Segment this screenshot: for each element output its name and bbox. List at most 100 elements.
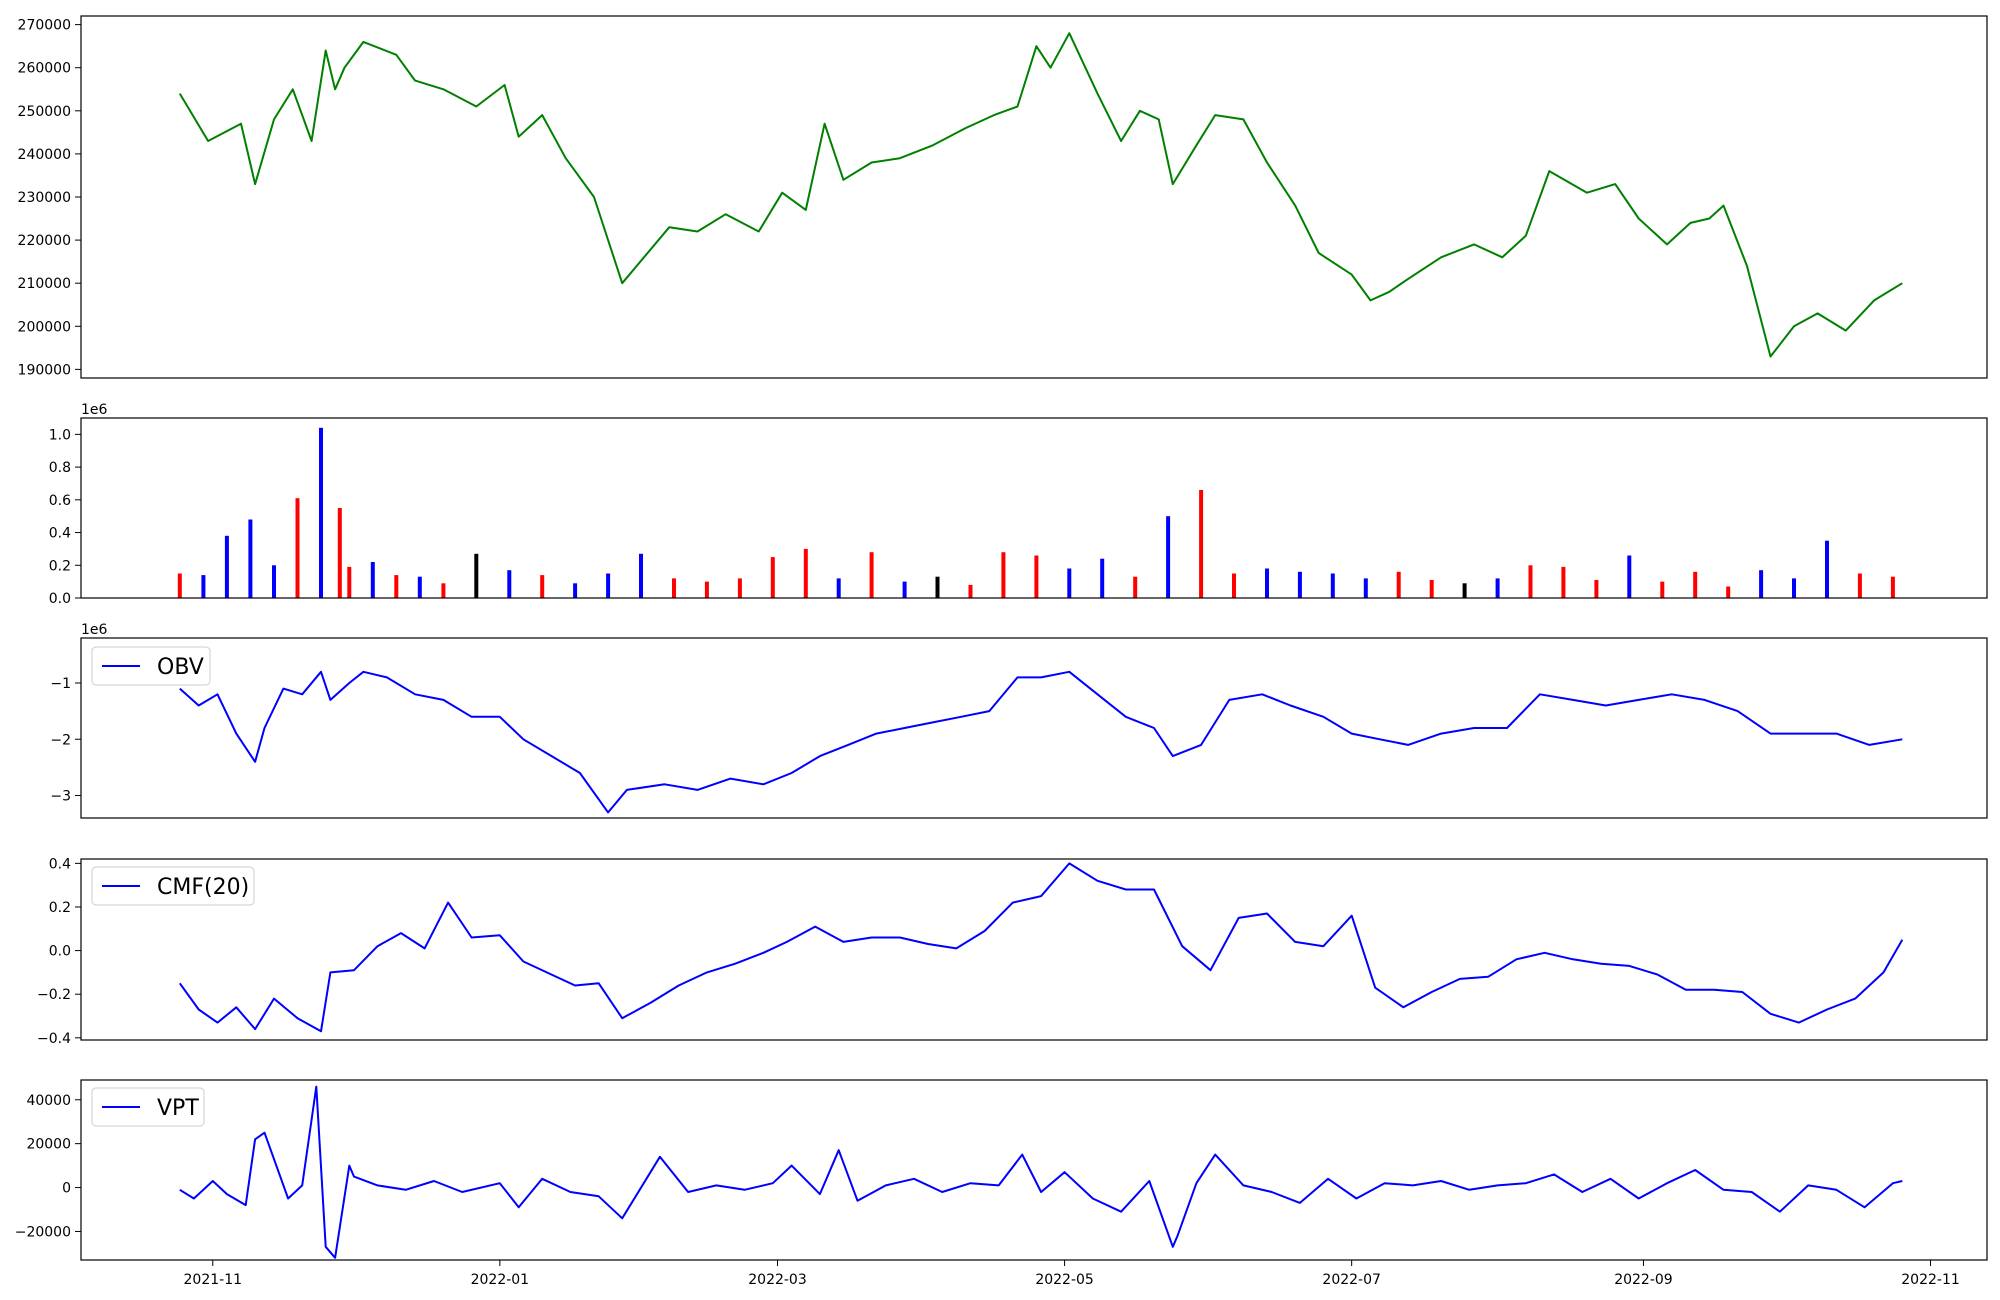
cmf-series-line [178, 862, 1904, 1033]
volume-bar [803, 548, 808, 598]
price-panel: 190000 200000 210000 220000 230000 240000 2500… [18, 15, 1988, 379]
obv-panel: −1 −2 −3 1e6 OBV [50, 622, 1988, 819]
vpt-ytick-label: −20000 [15, 1224, 71, 1240]
volume-bar [1199, 490, 1204, 598]
volume-bar [1660, 581, 1665, 598]
volume-bar [507, 570, 512, 598]
volume-bar [347, 566, 352, 598]
volume-panel: 1e6 0.0 0.2 0.4 0.6 0.8 1.0 [49, 402, 1988, 607]
volume-bar [319, 427, 323, 598]
volume-bar [704, 581, 709, 598]
volume-bar [1100, 558, 1105, 598]
obv-ytick-label: −3 [50, 789, 71, 805]
volume-bar [1759, 570, 1764, 598]
cmf-ytick-label: −0.2 [37, 987, 71, 1003]
price-ytick-label: 250000 [18, 104, 71, 120]
obv-series-line [179, 670, 1903, 814]
volume-bar [1166, 516, 1171, 598]
volume-bar [770, 557, 775, 598]
volume-ytick-label: 0.6 [49, 493, 71, 509]
vpt-legend: VPT [91, 1087, 205, 1127]
price-axes-frame [80, 15, 1988, 379]
vpt-xtick-label: 2022-09 [1614, 1272, 1673, 1288]
vpt-xtick-label: 2022-01 [471, 1272, 530, 1288]
volume-bar [201, 575, 206, 598]
price-ytick-label: 230000 [18, 190, 71, 206]
volume-bar [1726, 586, 1731, 598]
volume-bar [248, 519, 253, 598]
volume-bar [370, 562, 375, 598]
volume-bar [902, 581, 907, 598]
vpt-axes-frame [80, 1079, 1988, 1261]
volume-bar [1067, 568, 1072, 598]
volume-bar [1396, 571, 1401, 598]
vpt-legend-box [91, 1087, 205, 1127]
vpt-ytick-label: 0 [62, 1181, 71, 1197]
cmf-panel: 0.4 0.2 0.0 −0.2 −0.4 CMF(20) [37, 856, 1988, 1047]
volume-bar [295, 498, 300, 598]
volume-bar [1363, 578, 1368, 598]
volume-bar [1330, 573, 1335, 598]
cmf-ytick-label: −0.4 [37, 1031, 71, 1047]
vpt-xtick-label: 2022-03 [748, 1272, 807, 1288]
volume-bar [272, 565, 276, 598]
volume-bar [441, 583, 446, 598]
vpt-xtick-label: 2022-05 [1035, 1272, 1094, 1288]
volume-bar [968, 584, 973, 598]
cmf-axes-frame [80, 858, 1988, 1041]
price-ytick-label: 260000 [18, 61, 71, 77]
volume-bar [1792, 578, 1796, 598]
volume-bar [1495, 578, 1500, 598]
volume-bar [1297, 571, 1302, 598]
cmf-ytick-label: 0.2 [49, 900, 71, 916]
volume-bar [573, 583, 578, 598]
obv-ytick-label: −2 [50, 732, 71, 748]
volume-bar [1594, 580, 1599, 598]
vpt-ytick-label: 20000 [26, 1137, 71, 1153]
volume-bar [606, 573, 611, 598]
volume-bar [1857, 573, 1862, 598]
cmf-ytick-label: 0.0 [49, 944, 71, 960]
volume-bar [1232, 573, 1236, 598]
volume-offset-text: 1e6 [81, 402, 108, 418]
volume-bar [1265, 568, 1269, 598]
volume-bar [836, 578, 841, 598]
volume-bar [1561, 566, 1566, 598]
volume-bar [935, 576, 940, 598]
volume-bar [1890, 576, 1895, 598]
volume-bar [1462, 583, 1467, 598]
volume-bar [1627, 555, 1632, 598]
volume-bar [1825, 540, 1829, 598]
volume-ytick-label: 0.4 [49, 526, 71, 542]
volume-bar [639, 553, 643, 598]
volume-ytick-label: 0.2 [49, 558, 71, 574]
vpt-ytick-label: 40000 [26, 1093, 71, 1109]
volume-axes-frame [80, 417, 1988, 599]
price-ytick-label: 240000 [18, 147, 71, 163]
volume-bar [1528, 565, 1533, 598]
volume-bar [224, 535, 229, 598]
vpt-series-line [179, 1085, 1903, 1259]
price-series-line [178, 32, 1903, 358]
obv-offset-text: 1e6 [81, 622, 108, 638]
vpt-xtick-label: 2021-11 [184, 1272, 243, 1288]
volume-bar [337, 508, 342, 598]
volume-bar [177, 573, 182, 598]
obv-legend: OBV [91, 646, 211, 686]
volume-bar [417, 576, 422, 598]
volume-bar [1001, 552, 1006, 598]
cmf-legend-label: CMF(20) [157, 875, 249, 900]
volume-bar [1693, 571, 1698, 598]
obv-ytick-label: −1 [50, 676, 71, 692]
cmf-ytick-label: 0.4 [49, 856, 71, 872]
volume-bar [869, 552, 874, 598]
volume-ytick-label: 1.0 [49, 427, 71, 443]
volume-bar [474, 553, 479, 598]
volume-bar [1133, 576, 1138, 598]
price-ytick-label: 270000 [18, 18, 71, 34]
volume-ytick-label: 0.0 [49, 591, 71, 607]
price-ytick-label: 210000 [18, 276, 71, 292]
volume-bar [1034, 555, 1039, 598]
